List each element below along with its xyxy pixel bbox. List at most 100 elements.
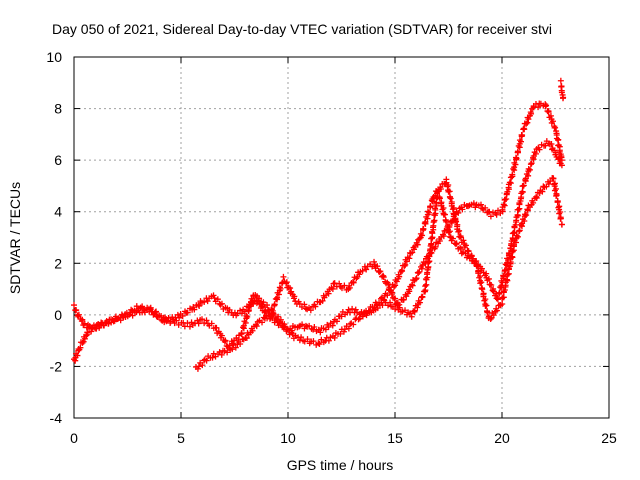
data-point (403, 258, 410, 265)
data-point (487, 316, 494, 323)
data-point (264, 302, 271, 309)
data-point (516, 227, 523, 234)
data-point (401, 262, 408, 269)
data-point (558, 87, 565, 94)
data-point (409, 282, 416, 289)
data-point (214, 296, 221, 303)
data-point (513, 232, 520, 239)
data-point (515, 206, 522, 213)
data-point (400, 296, 407, 303)
data-point (329, 322, 336, 329)
data-point (419, 232, 426, 239)
data-point (218, 332, 225, 339)
data-point (556, 147, 563, 154)
data-point (519, 189, 526, 196)
data-point (524, 119, 531, 126)
data-point (406, 255, 413, 262)
data-point (184, 320, 191, 327)
series-2 (71, 138, 565, 364)
data-point (460, 237, 467, 244)
data-point (195, 363, 202, 370)
data-point (558, 221, 565, 228)
data-point (349, 305, 356, 312)
data-point (509, 248, 516, 255)
data-point (331, 334, 338, 341)
data-point (399, 268, 406, 275)
data-point (210, 292, 217, 299)
data-point (329, 285, 336, 292)
data-point (513, 155, 520, 162)
data-point (337, 330, 344, 337)
data-point (542, 142, 549, 149)
data-point (392, 295, 399, 302)
data-point (510, 243, 517, 250)
data-point (111, 317, 118, 324)
data-point (477, 201, 484, 208)
data-point (518, 138, 525, 145)
data-point (545, 181, 552, 188)
data-point (245, 307, 252, 314)
data-point (552, 124, 559, 131)
data-point (446, 188, 453, 195)
data-point (426, 253, 433, 260)
data-point (423, 281, 430, 288)
data-point (350, 321, 357, 328)
data-point (422, 288, 429, 295)
data-point (406, 288, 413, 295)
data-point (517, 195, 524, 202)
data-point (452, 241, 459, 248)
data-point (559, 95, 566, 102)
data-point (387, 299, 394, 306)
data-point (543, 102, 550, 109)
data-point (426, 209, 433, 216)
data-point (379, 302, 386, 309)
data-point (74, 352, 81, 359)
data-point (535, 104, 542, 111)
data-point (84, 331, 91, 338)
data-point (514, 233, 521, 240)
data-point (366, 308, 373, 315)
data-point (79, 339, 86, 346)
y-tick-label: 6 (54, 152, 62, 168)
data-point (430, 224, 437, 231)
data-point (420, 226, 427, 233)
data-point (482, 296, 489, 303)
data-point (528, 160, 535, 167)
data-point (218, 300, 225, 307)
data-point (514, 212, 521, 219)
data-point (237, 340, 244, 347)
data-point (530, 199, 537, 206)
data-point (558, 162, 565, 169)
data-point (350, 279, 357, 286)
data-point (268, 313, 275, 320)
data-point (453, 218, 460, 225)
data-point (455, 228, 462, 235)
data-point (376, 269, 383, 276)
data-point (315, 340, 322, 347)
data-point (244, 313, 251, 320)
data-point (363, 266, 370, 273)
data-point (345, 325, 352, 332)
data-point (158, 313, 165, 320)
data-point (409, 249, 416, 256)
data-point (436, 238, 443, 245)
data-point (497, 284, 504, 291)
data-point (424, 208, 431, 215)
data-point (411, 246, 418, 253)
data-point (477, 280, 484, 287)
y-tick-label: -4 (50, 410, 63, 426)
data-point (203, 357, 210, 364)
data-point (386, 284, 393, 291)
data-point (325, 290, 332, 297)
data-point (509, 254, 516, 261)
data-point (153, 308, 160, 315)
data-point (478, 279, 485, 286)
x-tick-label: 15 (387, 430, 403, 446)
data-point (147, 304, 154, 311)
data-point (457, 245, 464, 252)
data-point (501, 202, 508, 209)
data-point (493, 307, 500, 314)
data-point (479, 286, 486, 293)
data-point (73, 307, 80, 314)
data-point (249, 327, 256, 334)
